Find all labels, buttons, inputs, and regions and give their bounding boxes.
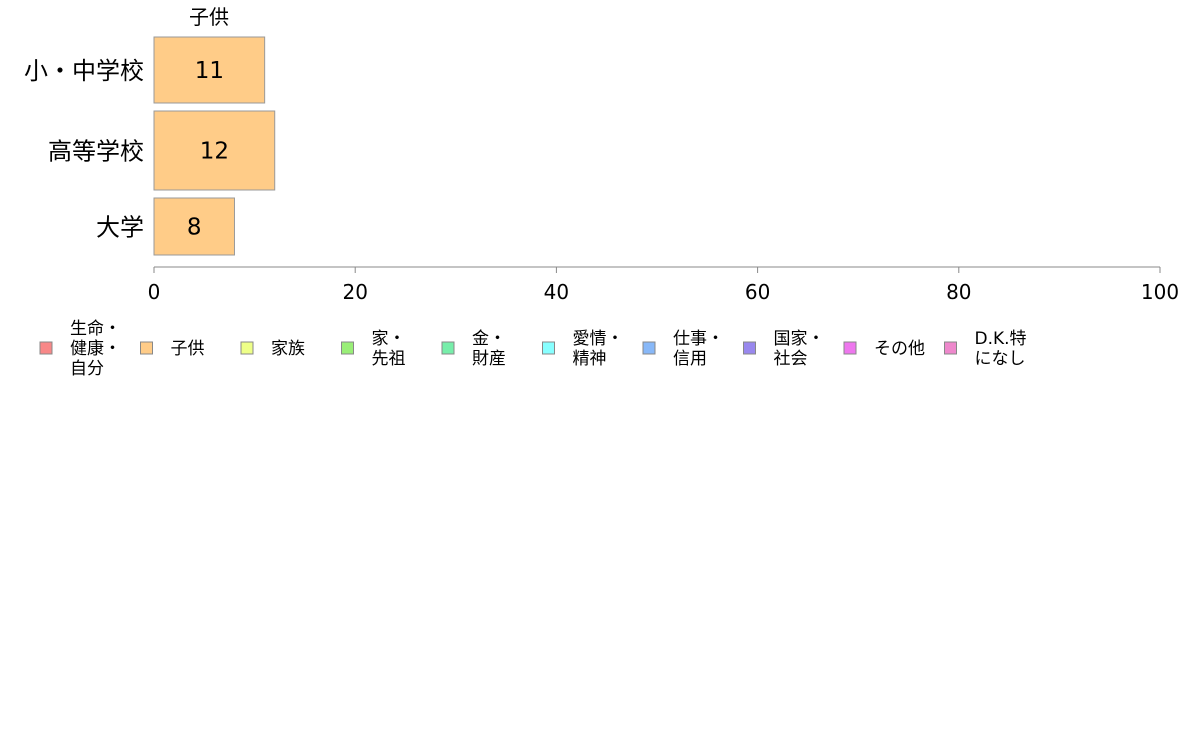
series-header-label: 子供 (189, 5, 229, 29)
x-tick-label: 100 (1141, 280, 1179, 304)
bar (153, 36, 266, 104)
legend-label: 仕事・ (673, 329, 724, 349)
legend-item: 仕事・信用 (642, 329, 724, 369)
bar (153, 110, 276, 191)
legend-label: 先祖 (372, 349, 406, 369)
legend-label: その他 (874, 339, 925, 359)
legend-label: 子供 (171, 339, 205, 359)
legend-swatch (642, 341, 656, 355)
legend-item: 子供 (140, 339, 205, 359)
legend-label: 家・ (372, 329, 406, 349)
legend-item: 家・先祖 (341, 329, 406, 369)
legend-swatch (39, 341, 53, 355)
bar-data-label: 11 (195, 58, 224, 84)
legend-label: 家族 (271, 339, 305, 359)
legend-label: 生命・ (70, 319, 121, 339)
category-label: 大学 (96, 214, 144, 242)
legend-item: 愛情・精神 (542, 329, 624, 369)
legend-label: になし (975, 349, 1026, 369)
category-label: 高等学校 (48, 138, 144, 166)
legend-label: 信用 (673, 349, 707, 369)
legend-swatch (743, 341, 756, 355)
legend-swatch (944, 341, 957, 355)
legend-swatch (843, 341, 857, 355)
legend-label: 社会 (774, 349, 808, 369)
legend-label: D.K.特 (975, 329, 1027, 349)
legend-label: 健康・ (70, 339, 121, 359)
bar-data-label: 12 (200, 139, 229, 165)
x-tick-label: 40 (544, 280, 569, 304)
x-tick-label: 80 (946, 280, 971, 304)
legend-item: 家族 (240, 339, 305, 359)
bar-data-label: 8 (187, 215, 202, 241)
legend-item: その他 (843, 339, 925, 359)
x-tick-label: 60 (745, 280, 770, 304)
legend-item: 金・財産 (441, 329, 506, 369)
bars-layer: 11 小・中学校 12 高等学校 8 大学 (24, 36, 276, 256)
legend-item: 生命・健康・自分 (39, 319, 121, 379)
legend-swatch (542, 341, 555, 355)
legend-swatch (140, 341, 153, 355)
legend-label: 精神 (573, 349, 607, 369)
bar (153, 197, 235, 256)
x-axis: 0 20 40 60 80 100 (148, 266, 1179, 304)
x-tick-label: 0 (148, 280, 161, 304)
legend-label: 財産 (472, 349, 506, 369)
legend-label: 愛情・ (573, 329, 624, 349)
legend-swatch (341, 341, 354, 355)
legend-item: 国家・社会 (743, 329, 825, 369)
legend-label: 国家・ (774, 329, 825, 349)
x-tick-label: 20 (342, 280, 367, 304)
legend-swatch (441, 341, 455, 355)
legend-label: 自分 (70, 359, 104, 379)
category-label: 小・中学校 (24, 57, 144, 85)
legend-swatch (240, 341, 254, 355)
legend-label: 金・ (472, 329, 506, 349)
